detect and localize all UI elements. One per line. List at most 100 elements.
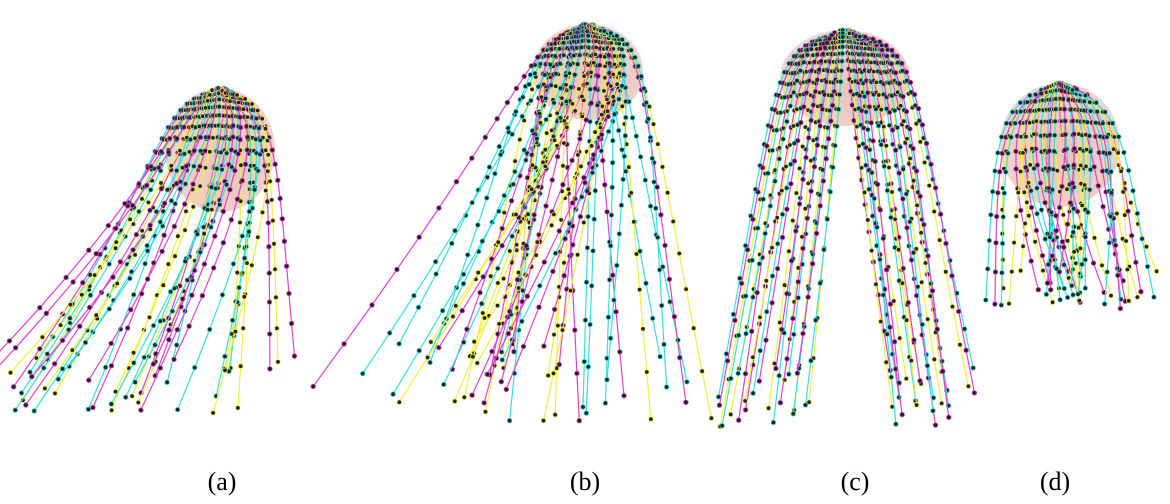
strand-node	[605, 210, 610, 215]
strand-node	[266, 153, 271, 158]
strand-node	[560, 328, 565, 333]
strand-node	[915, 285, 920, 290]
strand-node	[728, 412, 733, 417]
strand-node	[603, 401, 608, 406]
strand-node	[918, 140, 923, 145]
strand-node	[684, 287, 689, 292]
strand-node	[524, 158, 529, 163]
strand-node	[1018, 100, 1023, 105]
strand-node	[188, 137, 193, 142]
strand-node	[1125, 267, 1130, 272]
strand-node	[814, 231, 819, 236]
strand-node	[1116, 151, 1121, 156]
strand-node	[1094, 100, 1099, 105]
strand-node	[607, 278, 612, 283]
strand-node	[593, 52, 598, 57]
strand-node	[137, 182, 142, 187]
strand-node	[514, 109, 519, 114]
strand-node	[743, 399, 748, 404]
strand-node	[584, 411, 589, 416]
strand-node	[529, 64, 534, 69]
strand-node	[859, 166, 864, 171]
strand-node	[461, 281, 466, 286]
strand-node	[1033, 92, 1038, 97]
strand-node	[765, 144, 770, 149]
strand-node	[1019, 208, 1024, 213]
strand-node	[537, 284, 542, 289]
strand-node	[997, 170, 1002, 175]
strand-node	[878, 208, 883, 213]
strand-node	[916, 106, 921, 111]
strand-node	[572, 53, 577, 58]
strand-node	[132, 361, 137, 366]
strand-node	[602, 89, 607, 94]
strand-node	[818, 281, 823, 286]
strand-node	[634, 252, 639, 257]
strand-node	[198, 184, 203, 189]
strand-node	[841, 39, 846, 44]
strand-node	[595, 103, 600, 108]
strand-node	[168, 136, 173, 141]
strand-node	[895, 125, 900, 130]
strand-node	[862, 190, 867, 195]
strand-node	[71, 280, 76, 285]
strand-node	[1109, 170, 1114, 175]
strand-node	[785, 357, 790, 362]
strand-node	[550, 178, 555, 183]
strand-node	[500, 243, 505, 248]
strand-node	[243, 162, 248, 167]
strand-node	[497, 322, 502, 327]
strand-node	[1077, 298, 1082, 303]
strand-node	[1072, 163, 1077, 168]
strand-node	[182, 202, 187, 207]
strand-node	[586, 39, 591, 44]
strand-node	[292, 354, 297, 359]
strand-node	[870, 170, 875, 175]
strand-node	[873, 159, 878, 164]
strand-node	[553, 54, 558, 59]
strand-node	[880, 48, 885, 53]
strand-node	[996, 191, 1001, 196]
strand-node	[230, 318, 235, 323]
strand-node	[284, 264, 289, 269]
strand-node	[166, 262, 171, 267]
strand-node	[555, 154, 560, 159]
strand-node	[890, 190, 895, 195]
strand-node	[183, 228, 188, 233]
strand-node	[644, 100, 649, 105]
strand-node	[1048, 288, 1053, 293]
strand-node	[1086, 210, 1091, 215]
strand-node	[632, 220, 637, 225]
strand-node	[260, 116, 265, 121]
strand-node	[30, 374, 35, 379]
strand-node	[890, 128, 895, 133]
strand-node	[168, 290, 173, 295]
strand-node	[190, 293, 195, 298]
strand-node	[109, 408, 114, 413]
strand-node	[568, 63, 573, 68]
strand-node	[993, 270, 998, 275]
strand-node	[598, 125, 603, 130]
strand-node	[928, 294, 933, 299]
strand-node	[868, 148, 873, 153]
strand-node	[622, 62, 627, 67]
strand-node	[245, 115, 250, 120]
strand-node	[611, 95, 616, 100]
strand-node	[685, 380, 690, 385]
strand-node	[175, 327, 180, 332]
strand-node	[652, 180, 657, 185]
strand-node	[919, 231, 924, 236]
strand-node	[529, 98, 534, 103]
strand-node	[1044, 292, 1049, 297]
strand-node	[781, 137, 786, 142]
strand-node	[64, 275, 69, 280]
strand-node	[111, 275, 116, 280]
strand-node	[568, 288, 573, 293]
strand-node	[1062, 165, 1067, 170]
strand-node	[755, 290, 760, 295]
strand-node	[610, 273, 615, 278]
strand-node	[514, 86, 519, 91]
strand-node	[904, 192, 909, 197]
strand-node	[554, 84, 559, 89]
strand-node	[1070, 283, 1075, 288]
